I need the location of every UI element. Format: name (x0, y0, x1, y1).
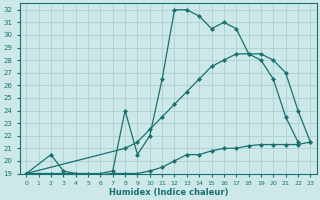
X-axis label: Humidex (Indice chaleur): Humidex (Indice chaleur) (108, 188, 228, 197)
